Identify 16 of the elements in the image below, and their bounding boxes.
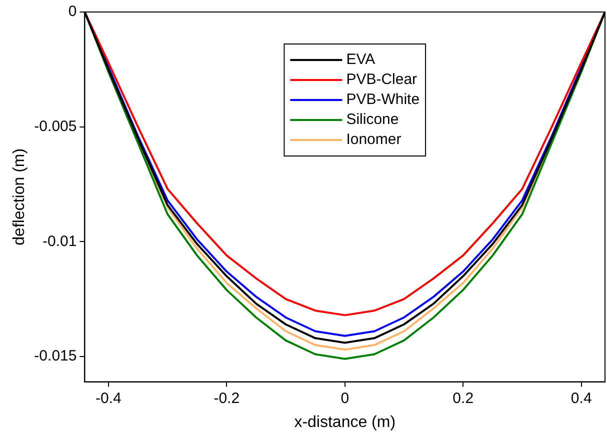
y-tick-label: 0: [68, 3, 77, 20]
legend-label: Ionomer: [346, 131, 402, 148]
y-axis-title: deflection (m): [11, 148, 28, 246]
y-tick-label: -0.015: [34, 348, 77, 365]
y-tick-label: -0.005: [34, 118, 77, 135]
x-tick-label: -0.4: [95, 390, 122, 407]
y-tick-label: -0.01: [42, 232, 77, 250]
x-tick-label: 0.4: [570, 390, 592, 407]
x-tick-label: 0: [340, 390, 350, 407]
x-axis-title: x-distance (m): [294, 414, 396, 431]
x-tick-label: 0.2: [452, 390, 474, 407]
legend-label: EVA: [346, 51, 376, 68]
legend-label: PVB-Clear: [346, 71, 418, 88]
legend-label: PVB-White: [346, 91, 420, 108]
legend-label: Silicone: [346, 111, 399, 128]
x-tick-label: -0.2: [214, 390, 240, 407]
